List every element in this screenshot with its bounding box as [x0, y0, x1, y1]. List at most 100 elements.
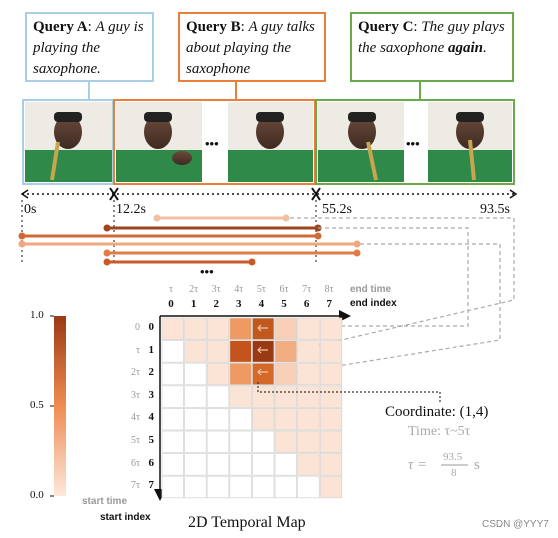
- start-time-tick: 0: [135, 322, 140, 333]
- end-index-tick: 4: [258, 298, 265, 310]
- map-cell: [161, 430, 185, 454]
- map-cell: [319, 362, 343, 386]
- map-cell: [184, 430, 207, 454]
- map-cell: [251, 475, 275, 499]
- map-cell: [206, 385, 230, 408]
- map-cell: [229, 407, 252, 431]
- query-b-label: Query B: [186, 19, 241, 35]
- map-cell: [184, 340, 207, 363]
- map-cell: [206, 453, 230, 476]
- map-cell: [206, 362, 230, 386]
- video-frame-4: [318, 102, 404, 182]
- segments-ellipsis: •••: [200, 264, 214, 279]
- end-time-tick: 4τ: [234, 284, 244, 295]
- map-cell: [297, 362, 320, 386]
- map-cell: [319, 317, 343, 341]
- end-index-tick: 5: [281, 298, 287, 310]
- start-time-tick: 5τ: [130, 435, 140, 446]
- query-a-box: Query A: A guy is playing the saxophone.: [25, 12, 154, 82]
- video-frame-5: [428, 102, 512, 182]
- tick-12s: 12.2s: [116, 202, 146, 217]
- map-cell: [184, 407, 207, 431]
- start-time-tick: τ: [135, 344, 140, 356]
- start-time-tick: 4τ: [130, 412, 140, 424]
- end-time-tick: 5τ: [256, 284, 266, 295]
- map-cell: [161, 407, 185, 431]
- end-time-tick: 6τ: [279, 284, 289, 295]
- tick-0s: 0s: [24, 202, 37, 217]
- start-index-tick: 3: [148, 388, 155, 401]
- formula-denominator: 8: [451, 467, 457, 479]
- tick-93s: 93.5s: [480, 202, 510, 217]
- map-cell: [297, 407, 320, 431]
- map-cell: [319, 430, 343, 454]
- map-cell: [251, 430, 275, 454]
- map-cell: [297, 475, 320, 499]
- map-cell: [319, 385, 343, 408]
- time-range-label: Time: τ~5τ: [408, 424, 471, 439]
- end-index-tick: 6: [303, 298, 310, 310]
- frame-group-c-border: [315, 99, 515, 185]
- colorbar-label-min: 0.0: [30, 489, 44, 501]
- candidate-segment-1: [153, 214, 290, 222]
- map-cell: [206, 340, 230, 363]
- map-cell: [184, 385, 207, 408]
- map-cell: [229, 317, 252, 341]
- start-time-label: start time: [82, 496, 128, 507]
- map-cell: [229, 385, 252, 408]
- start-time-tick: 6τ: [130, 457, 140, 469]
- map-cell: [251, 340, 275, 363]
- map-cell: [251, 385, 275, 408]
- map-cell: [229, 453, 252, 476]
- map-cell: [161, 385, 185, 408]
- map-cell: [206, 430, 230, 454]
- candidate-segment-5: [103, 249, 361, 257]
- start-time-tick: 2τ: [130, 367, 140, 379]
- map-cell: [206, 317, 230, 341]
- map-cell: [274, 430, 298, 454]
- map-axes: [154, 310, 351, 501]
- segment-map-connectors: [290, 217, 515, 374]
- map-cell: [229, 430, 252, 454]
- end-index-tick: 1: [190, 298, 197, 310]
- end-time-tick: 3τ: [211, 284, 221, 295]
- map-cell: [297, 385, 320, 408]
- start-index-tick: 7: [148, 479, 155, 492]
- map-cell: [184, 475, 207, 499]
- colorbar-label-max: 1.0: [30, 309, 44, 321]
- map-cell: [297, 317, 320, 341]
- frames-ellipsis-b: •••: [205, 136, 219, 151]
- frames-ellipsis-c: •••: [406, 136, 420, 151]
- end-time-tick: 8τ: [324, 284, 334, 295]
- formula-unit: s: [474, 457, 480, 473]
- map-cell: [297, 340, 320, 363]
- end-index-tick: 3: [236, 298, 242, 310]
- map-cell: [161, 475, 185, 499]
- end-time-tick: 7τ: [302, 284, 312, 295]
- map-cell: [274, 407, 298, 431]
- start-index-tick: 1: [148, 343, 155, 356]
- map-cell: [274, 317, 298, 341]
- map-cell: [274, 340, 298, 363]
- map-cell: [319, 340, 343, 363]
- candidate-segment-3: [18, 232, 322, 240]
- map-cell: [161, 362, 185, 386]
- query-c-label: Query C: [358, 19, 414, 35]
- query-a-text: A guy is playing the saxophone.: [33, 19, 144, 77]
- map-cell: [229, 475, 252, 499]
- watermark: CSDN @YYY7: [482, 519, 549, 530]
- query-b-text: A guy talks about playing the saxophone: [186, 19, 315, 77]
- video-frame-1: [25, 102, 112, 182]
- map-cell: [184, 453, 207, 476]
- formula-lhs: τ =: [408, 457, 428, 473]
- formula-numerator: 93.5: [443, 451, 463, 463]
- start-index-tick: 0: [148, 321, 155, 333]
- start-index-label: start index: [100, 512, 151, 523]
- map-cell: [184, 362, 207, 386]
- map-cell: [206, 407, 230, 431]
- timeline-axis: [20, 187, 518, 262]
- candidate-segment-2: [103, 224, 322, 232]
- map-cell: [184, 317, 207, 341]
- start-index-tick: 6: [148, 456, 155, 469]
